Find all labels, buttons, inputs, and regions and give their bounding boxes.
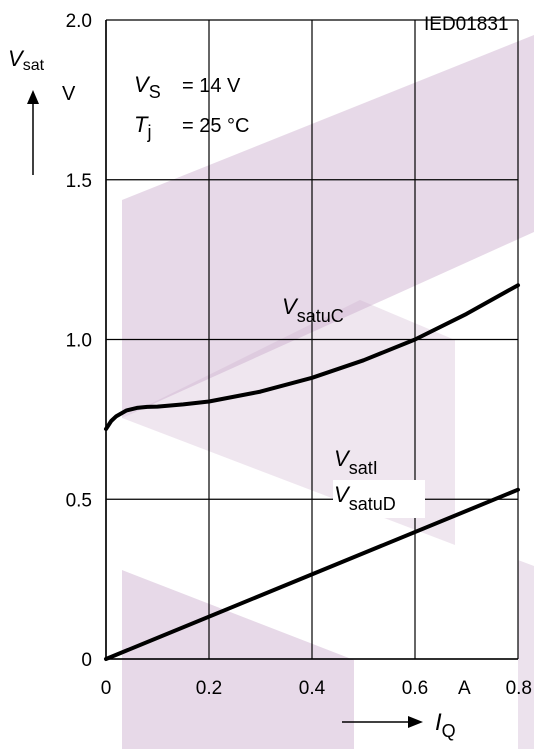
- x-axis-subscript: Q: [442, 721, 456, 741]
- condition-1-value: = 14 V: [182, 75, 241, 97]
- series-2-subscript: satI: [349, 458, 378, 478]
- svg-text:Tj: Tj: [134, 112, 151, 142]
- condition-1-subscript: S: [149, 82, 161, 102]
- y-tick-label: 1.5: [66, 171, 92, 192]
- x-axis-symbol: I: [435, 709, 442, 736]
- y-axis-arrow-head: [27, 90, 39, 104]
- svg-text:VsatuD: VsatuD: [334, 482, 396, 514]
- x-axis-label: A IQ: [342, 678, 471, 741]
- y-axis-symbol: V: [8, 46, 25, 71]
- condition-2-subscript: j: [146, 122, 151, 142]
- y-tick-label: 0.5: [66, 490, 92, 511]
- y-axis-subscript: sat: [23, 57, 45, 74]
- x-tick-label: 0.8: [506, 678, 532, 699]
- series-line-satuC: [104, 283, 520, 431]
- series-labels: VsatuC VsatI VsatuD: [282, 294, 425, 518]
- figure-id: IED01831: [424, 14, 509, 35]
- condition-2-symbol: T: [134, 112, 149, 137]
- x-tick-label: 0.4: [299, 678, 326, 699]
- y-tick-label: 2.0: [66, 11, 92, 32]
- svg-text:VS: VS: [134, 72, 161, 102]
- conditions: VS = 14 V Tj = 25 °C: [134, 72, 249, 142]
- series-2-alt-symbol: V: [334, 482, 351, 507]
- watermark-band-top: [122, 35, 534, 418]
- series-1-subscript: satuC: [297, 306, 344, 326]
- series-2-symbol: V: [334, 446, 351, 471]
- svg-text:IQ: IQ: [435, 709, 456, 741]
- watermark: [122, 35, 534, 749]
- svg-text:VsatI: VsatI: [334, 446, 378, 478]
- curves: [104, 283, 520, 661]
- condition-2-value: = 25 °C: [182, 115, 249, 137]
- grid: [105, 19, 519, 660]
- y-axis-label: Vsat V: [8, 46, 76, 175]
- series-line-satI-satuD: [104, 487, 520, 661]
- x-axis-arrow-head: [408, 716, 423, 728]
- watermark-right-strip: [518, 560, 534, 749]
- x-tick-label: 0: [101, 678, 112, 699]
- x-axis-unit: A: [458, 678, 471, 699]
- svg-text:Vsat: Vsat: [8, 46, 45, 74]
- x-tick-label: 0.2: [196, 678, 222, 699]
- y-tick-label: 1.0: [66, 331, 92, 352]
- x-tick-label: 0.6: [402, 678, 428, 699]
- y-tick-label: 0: [81, 650, 92, 671]
- series-2-alt-subscript: satuD: [349, 494, 396, 514]
- y-axis-unit: V: [62, 83, 76, 105]
- condition-1-symbol: V: [134, 72, 151, 97]
- satuD-label-bg: [333, 480, 425, 518]
- svg-text:VsatuC: VsatuC: [282, 294, 344, 326]
- series-1-symbol: V: [282, 294, 299, 319]
- tick-labels: 0 0.5 1.0 1.5 2.0 0 0.2 0.4 0.6 0.8: [66, 11, 532, 699]
